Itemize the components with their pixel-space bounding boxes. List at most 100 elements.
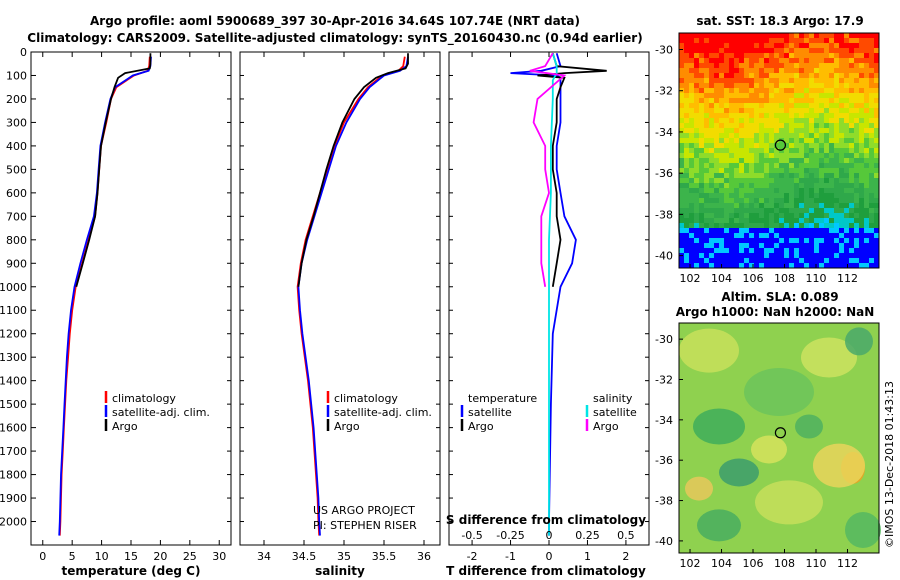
sst-cell bbox=[684, 98, 689, 103]
sst-cell bbox=[849, 148, 854, 153]
sst-cell bbox=[754, 138, 759, 143]
sst-cell bbox=[784, 73, 789, 78]
sst-cell bbox=[819, 178, 824, 183]
sst-cell bbox=[849, 218, 854, 223]
sst-cell bbox=[754, 253, 759, 258]
sst-cell bbox=[864, 158, 869, 163]
sst-cell bbox=[714, 148, 719, 153]
sst-cell bbox=[809, 33, 814, 38]
sst-cell bbox=[704, 133, 709, 138]
sst-cell bbox=[709, 198, 714, 203]
sst-cell bbox=[829, 253, 834, 258]
sst-cell bbox=[864, 38, 869, 43]
sst-cell bbox=[724, 83, 729, 88]
sst-cell bbox=[744, 253, 749, 258]
sst-cell bbox=[794, 133, 799, 138]
sst-cell bbox=[794, 198, 799, 203]
sst-cell bbox=[789, 168, 794, 173]
sst-cell bbox=[819, 233, 824, 238]
sst-cell bbox=[709, 33, 714, 38]
sst-cell bbox=[739, 38, 744, 43]
sst-cell bbox=[679, 158, 684, 163]
sst-cell bbox=[789, 63, 794, 68]
sst-cell bbox=[699, 148, 704, 153]
x-tick-label-top: -0.5 bbox=[461, 529, 482, 542]
sst-cell bbox=[824, 103, 829, 108]
sst-cell bbox=[679, 38, 684, 43]
sst-cell bbox=[799, 123, 804, 128]
sst-cell bbox=[739, 223, 744, 228]
sst-cell bbox=[844, 173, 849, 178]
sst-cell bbox=[739, 98, 744, 103]
sst-cell bbox=[744, 128, 749, 133]
sst-cell bbox=[744, 228, 749, 233]
sst-cell bbox=[714, 258, 719, 263]
sst-cell bbox=[704, 233, 709, 238]
sst-cell bbox=[699, 248, 704, 253]
sst-cell bbox=[689, 43, 694, 48]
series-line-temperature-argo bbox=[537, 52, 607, 287]
sst-cell bbox=[729, 68, 734, 73]
sst-cell bbox=[784, 158, 789, 163]
sst-cell bbox=[799, 203, 804, 208]
sst-cell bbox=[764, 48, 769, 53]
sst-cell bbox=[849, 168, 854, 173]
sst-cell bbox=[774, 198, 779, 203]
sst-cell bbox=[764, 98, 769, 103]
sst-cell bbox=[769, 213, 774, 218]
sst-cell bbox=[829, 73, 834, 78]
sst-cell bbox=[719, 43, 724, 48]
sst-cell bbox=[699, 243, 704, 248]
sst-cell bbox=[684, 58, 689, 63]
sst-cell bbox=[734, 38, 739, 43]
sst-cell bbox=[864, 133, 869, 138]
sst-cell bbox=[729, 163, 734, 168]
sst-cell bbox=[829, 203, 834, 208]
sst-cell bbox=[819, 238, 824, 243]
sst-cell bbox=[854, 198, 859, 203]
sst-cell bbox=[809, 188, 814, 193]
depth-tick-label: 1900 bbox=[0, 492, 27, 505]
sst-cell bbox=[729, 48, 734, 53]
sst-cell bbox=[729, 243, 734, 248]
sst-cell bbox=[769, 33, 774, 38]
sst-cell bbox=[774, 43, 779, 48]
sst-cell bbox=[839, 48, 844, 53]
sst-cell bbox=[734, 123, 739, 128]
sst-cell bbox=[709, 168, 714, 173]
sst-cell bbox=[864, 33, 869, 38]
sst-cell bbox=[769, 238, 774, 243]
sst-cell bbox=[814, 178, 819, 183]
sla-map: 102 104 106 108 110 112-30-32-34-36-38-40 bbox=[655, 323, 881, 570]
sst-cell bbox=[739, 128, 744, 133]
map-x-tick-label: 110 bbox=[806, 557, 827, 570]
sst-cell bbox=[809, 123, 814, 128]
sst-cell bbox=[874, 243, 879, 248]
sst-cell bbox=[784, 188, 789, 193]
sst-cell bbox=[699, 78, 704, 83]
sst-cell bbox=[794, 68, 799, 73]
x-tick-label: 34.5 bbox=[292, 550, 317, 563]
sst-cell bbox=[699, 153, 704, 158]
sst-cell bbox=[739, 243, 744, 248]
sst-cell bbox=[734, 68, 739, 73]
sst-cell bbox=[854, 183, 859, 188]
sst-cell bbox=[829, 173, 834, 178]
sst-cell bbox=[769, 163, 774, 168]
sst-cell bbox=[789, 238, 794, 243]
sst-cell bbox=[854, 88, 859, 93]
sst-cell bbox=[769, 68, 774, 73]
sst-cell bbox=[784, 63, 789, 68]
sst-cell bbox=[724, 118, 729, 123]
sst-cell bbox=[874, 228, 879, 233]
sst-cell bbox=[704, 243, 709, 248]
sst-cell bbox=[819, 173, 824, 178]
legend-label-sal-satellite: satellite bbox=[593, 406, 637, 419]
sst-cell bbox=[724, 203, 729, 208]
sst-cell bbox=[814, 193, 819, 198]
sst-cell bbox=[759, 123, 764, 128]
sst-cell bbox=[844, 93, 849, 98]
sst-cell bbox=[754, 78, 759, 83]
sst-cell bbox=[694, 203, 699, 208]
sst-cell bbox=[739, 233, 744, 238]
